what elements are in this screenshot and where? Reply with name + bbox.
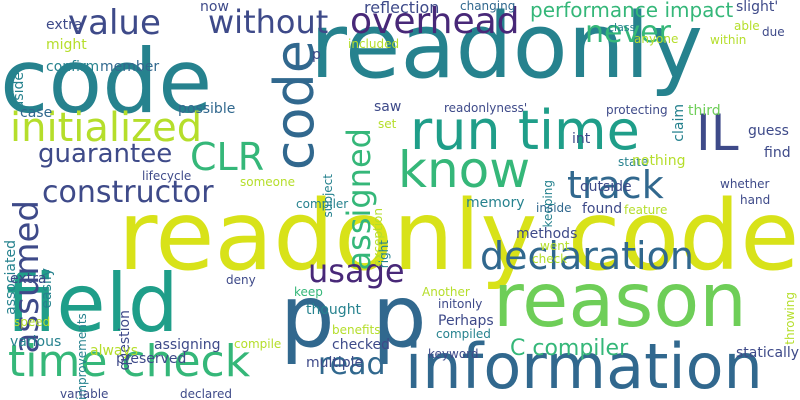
word-cloud-term: initialized xyxy=(10,105,203,151)
word-cloud-term: declaration xyxy=(480,234,694,278)
word-cloud-term: set xyxy=(378,117,397,131)
word-cloud-term: field xyxy=(6,257,179,350)
word-cloud-term: whether xyxy=(720,177,770,191)
word-cloud-term: find xyxy=(764,145,791,161)
word-cloud-term: keyword xyxy=(428,347,479,361)
word-cloud-term: Perhaps xyxy=(438,313,494,329)
word-cloud-term: various xyxy=(10,334,62,350)
word-cloud-term: thought xyxy=(306,302,362,318)
word-cloud-term: CLR xyxy=(190,135,265,179)
word-cloud-term: slight' xyxy=(736,0,779,15)
word-cloud-term: never xyxy=(585,15,672,50)
word-cloud-term: speed xyxy=(14,315,51,329)
word-cloud-term: time check xyxy=(8,336,251,387)
word-cloud-term: able xyxy=(734,19,760,33)
word-cloud-term: multiple xyxy=(306,355,364,371)
word-cloud-term: compiler xyxy=(296,197,349,211)
word-cloud-term: third xyxy=(688,103,721,119)
word-cloud-term: value xyxy=(68,3,161,43)
word-cloud-term: readonly xyxy=(310,0,704,99)
word-cloud-term: reason xyxy=(493,256,747,344)
word-cloud-term: benefits xyxy=(332,323,381,337)
word-cloud-term: always xyxy=(90,343,139,359)
word-cloud-term: without xyxy=(208,3,329,41)
word-cloud-term: p xyxy=(280,267,335,367)
word-cloud-term: know xyxy=(398,141,531,199)
word-cloud-term: lifecycle xyxy=(142,169,192,183)
word-cloud-term: keep xyxy=(294,285,323,299)
word-cloud-term: deny xyxy=(226,273,256,287)
word-cloud-term: memory xyxy=(466,195,525,211)
word-cloud-term: variable xyxy=(60,387,109,400)
word-cloud-term: within xyxy=(710,33,747,47)
word-cloud-term: due xyxy=(762,25,785,39)
word-cloud-term: state xyxy=(618,155,649,169)
word-cloud-term: methods xyxy=(516,226,578,242)
word-cloud-term: compile xyxy=(234,337,282,351)
word-cloud-term: C compiler xyxy=(510,336,629,361)
word-cloud-term: included xyxy=(348,37,400,51)
word-cloud-term: p xyxy=(372,267,427,367)
word-cloud-term: overhead xyxy=(350,1,520,42)
word-cloud-term: inside xyxy=(536,201,572,215)
word-cloud-term: readonlyness' xyxy=(444,101,528,115)
word-cloud-term: confirm xyxy=(46,59,100,75)
word-cloud-term: guarantee xyxy=(38,139,173,169)
word-cloud-term: right xyxy=(377,240,391,269)
word-cloud-term: feature xyxy=(624,203,668,217)
word-cloud-term: might xyxy=(46,37,87,53)
word-cloud-term: reflection xyxy=(364,0,440,17)
word-cloud-term: found xyxy=(582,201,623,217)
word-cloud-term: someone xyxy=(240,175,295,189)
word-cloud-term: initonly xyxy=(438,297,483,311)
word-cloud-term: track xyxy=(567,163,664,207)
word-cloud-term: changing xyxy=(460,0,516,13)
word-cloud-term: guess xyxy=(748,123,789,139)
word-cloud-term: saw xyxy=(374,99,402,115)
word-cloud-term: nothing xyxy=(632,153,686,169)
word-cloud-term: run time xyxy=(410,99,640,162)
word-cloud-term: assigning xyxy=(154,337,221,353)
word-cloud-term: outside xyxy=(580,179,632,195)
word-cloud-term: usage xyxy=(308,252,405,290)
word-cloud-term: extra xyxy=(10,271,47,287)
word-cloud-term: hand xyxy=(740,193,771,207)
word-cloud-term: performance impact xyxy=(530,0,734,22)
word-cloud-term: throwing xyxy=(783,292,797,345)
word-cloud-term: p xyxy=(312,47,321,63)
word-cloud-term: compiled xyxy=(436,327,491,341)
word-cloud-term: now xyxy=(200,0,229,15)
word-cloud-term: possible xyxy=(178,101,236,117)
word-cloud-term: preserved xyxy=(116,351,187,367)
word-cloud-term: class xyxy=(608,21,636,34)
word-cloud-term: declared xyxy=(180,387,232,400)
word-cloud-term: anyone xyxy=(634,32,679,46)
word-cloud-term: constructor xyxy=(42,175,214,210)
word-cloud-term: protecting xyxy=(606,103,668,117)
word-cloud-term: code xyxy=(0,30,213,133)
word-cloud-term: member xyxy=(100,59,160,75)
word-cloud-term: IL xyxy=(696,104,739,162)
word-cloud-term: statically xyxy=(736,345,800,361)
word-cloud-term: went xyxy=(540,239,570,253)
word-cloud-term: extra xyxy=(46,17,83,33)
word-cloud-term: case xyxy=(20,105,53,121)
word-cloud-term: checked xyxy=(332,337,390,353)
word-cloud-term: int xyxy=(572,131,591,147)
word-cloud-term: information xyxy=(405,330,763,400)
word-cloud-term: aside xyxy=(11,72,27,110)
word-cloud-term: claim xyxy=(671,104,687,142)
word-cloud-term: Another xyxy=(422,285,470,299)
word-cloud-term: read xyxy=(318,347,386,382)
word-cloud-term: readonly code xyxy=(118,180,800,292)
word-cloud-term: check xyxy=(532,252,568,266)
